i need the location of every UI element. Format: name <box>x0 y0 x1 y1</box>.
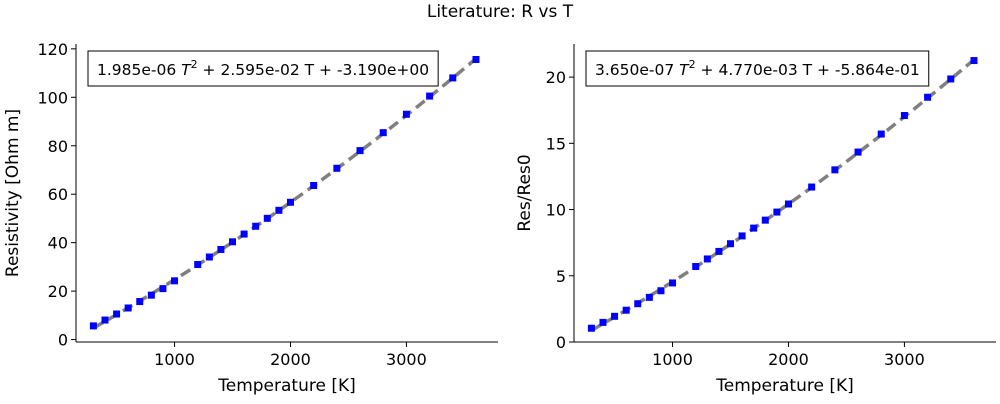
y-axis-label: Res/Res0 <box>515 154 535 231</box>
data-point <box>970 57 978 65</box>
y-tick-label: 10 <box>546 201 566 220</box>
data-point <box>333 164 341 172</box>
data-point <box>171 277 179 285</box>
x-axis-label: Temperature [K] <box>217 376 356 396</box>
y-tick-label: 120 <box>37 40 68 59</box>
data-point <box>229 238 237 246</box>
data-point <box>379 129 387 137</box>
y-tick-label: 100 <box>37 88 68 107</box>
data-point <box>310 181 318 189</box>
data-point <box>645 293 653 301</box>
data-point <box>449 74 457 82</box>
data-point <box>738 232 746 240</box>
data-point <box>703 255 711 263</box>
fit-equation-box <box>585 50 930 87</box>
data-point <box>877 130 885 138</box>
data-point <box>147 291 155 299</box>
data-point <box>773 208 781 216</box>
y-tick-label: 20 <box>48 282 68 301</box>
data-point <box>611 312 619 320</box>
data-point <box>784 200 792 208</box>
data-point <box>402 110 410 118</box>
data-point <box>252 222 260 230</box>
data-point <box>217 245 225 253</box>
data-point <box>854 148 862 156</box>
x-axis-label: Temperature [K] <box>715 376 854 396</box>
data-point <box>669 279 677 287</box>
left-chart-panel: 1000 2000 3000 0 20 40 60 80 100 120 Temperature [… <box>3 40 498 396</box>
x-tick-label: 2000 <box>768 350 809 369</box>
data-point <box>900 112 908 120</box>
fit-equation-box <box>87 50 439 87</box>
data-point <box>924 93 932 101</box>
fit-equation-text: 3.650e-07 T2 + 4.770e-03 T + -5.864e-01 <box>595 58 920 79</box>
data-point <box>634 300 642 308</box>
data-point <box>101 316 109 324</box>
data-point <box>136 298 144 306</box>
right-chart-panel: 1000 2000 3000 0 5 10 15 20 Temperature [K] Res/R… <box>515 44 996 396</box>
x-tick-label: 1000 <box>154 350 195 369</box>
data-point <box>194 261 202 269</box>
y-tick-label: 0 <box>58 331 68 350</box>
x-tick-label: 3000 <box>386 350 427 369</box>
data-point <box>472 56 480 64</box>
y-tick-label: 20 <box>546 68 566 87</box>
data-point <box>808 183 816 191</box>
data-point <box>124 304 132 312</box>
data-point <box>263 214 271 222</box>
data-point <box>692 263 700 271</box>
y-tick-label: 80 <box>48 137 68 156</box>
data-point <box>761 216 769 224</box>
data-point <box>240 230 248 238</box>
data-point <box>205 253 213 261</box>
data-point <box>622 306 630 314</box>
data-point <box>750 224 758 232</box>
data-point <box>599 318 607 326</box>
y-tick-label: 60 <box>48 185 68 204</box>
data-point <box>831 166 839 174</box>
data-point <box>657 287 665 295</box>
x-tick-label: 3000 <box>884 350 925 369</box>
x-tick-label: 1000 <box>652 350 693 369</box>
y-tick-label: 5 <box>556 267 566 286</box>
figure-title: Literature: R vs T <box>426 2 574 22</box>
fit-equation-text: 1.985e-06 T2 + 2.595e-02 T + -3.190e+00 <box>97 58 429 79</box>
y-axis-label: Resistivity [Ohm m] <box>3 109 23 277</box>
data-point <box>113 310 121 318</box>
data-point <box>275 206 283 214</box>
x-tick-label: 2000 <box>270 350 311 369</box>
data-point <box>715 247 723 255</box>
y-tick-label: 15 <box>546 134 566 153</box>
fit-curve <box>590 58 976 332</box>
y-tick-label: 0 <box>556 333 566 352</box>
data-point <box>587 324 595 332</box>
fit-curve <box>92 57 478 330</box>
y-tick-label: 40 <box>48 234 68 253</box>
data-point <box>286 198 294 206</box>
data-point <box>947 75 955 83</box>
data-point <box>89 322 97 330</box>
data-point <box>727 240 735 248</box>
data-point <box>159 285 167 293</box>
data-point <box>426 92 434 100</box>
data-point <box>356 147 364 155</box>
